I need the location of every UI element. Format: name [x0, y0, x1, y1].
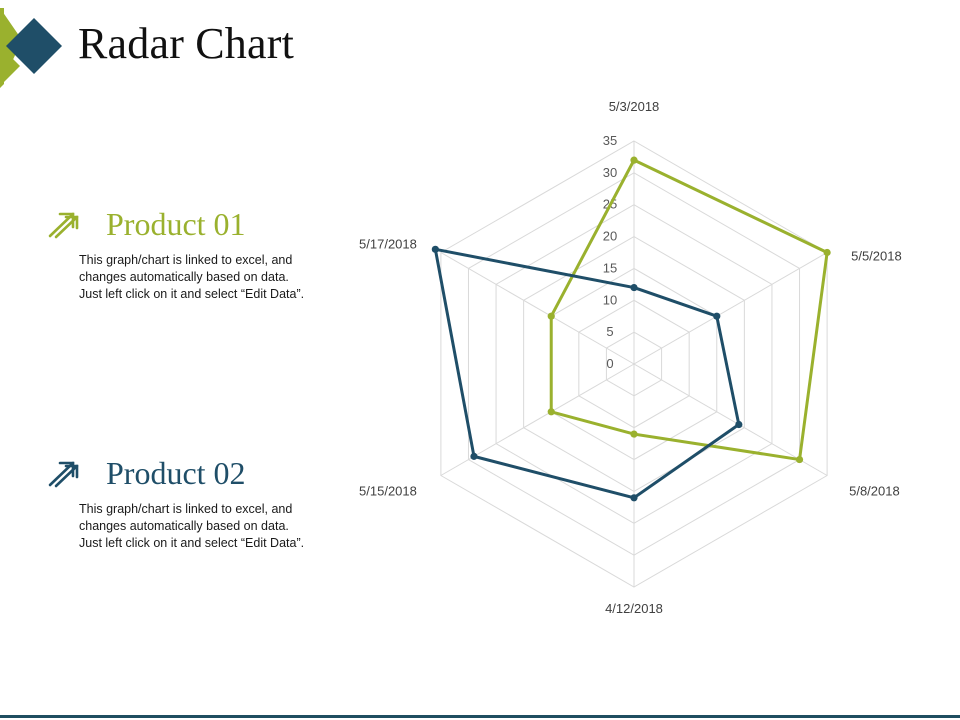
data-point-product-1	[630, 430, 638, 438]
grid-spoke	[440, 252, 635, 365]
radial-tick-label: 10	[603, 292, 617, 307]
radial-tick-label: 15	[603, 260, 617, 275]
data-point-product-1	[630, 156, 638, 164]
grid-spoke	[633, 252, 828, 365]
data-point-product-1	[795, 455, 804, 464]
grid-spoke	[633, 363, 828, 476]
legend-product-1-name: Product 01	[106, 205, 246, 242]
data-point-product-1	[547, 408, 555, 416]
logo-white-gap	[0, 8, 4, 88]
category-label: 5/5/2018	[851, 249, 902, 264]
logo-green-shape-lower	[0, 46, 20, 86]
description-line: changes automatically based on data.	[79, 519, 289, 533]
page-title: Radar Chart	[78, 19, 295, 68]
series-line-product-2	[433, 247, 741, 500]
legend-product-2-name: Product 02	[106, 454, 246, 491]
radial-tick-label: 20	[603, 229, 617, 244]
category-label: 5/15/2018	[359, 484, 417, 499]
legend-product-1-description: This graph/chart is linked to excel, and…	[79, 252, 349, 303]
data-point-product-2	[630, 494, 638, 502]
brand-diamond-logo	[0, 8, 62, 88]
description-line: changes automatically based on data.	[79, 270, 289, 284]
data-point-product-2	[470, 452, 478, 460]
legend-product-1: Product 01 This graph/chart is linked to…	[46, 206, 346, 303]
description-line: Just left click on it and select “Edit D…	[79, 536, 305, 550]
data-point-product-2	[431, 245, 439, 253]
category-label: 5/8/2018	[849, 484, 900, 499]
logo-blue-diamond	[6, 18, 62, 74]
description-line: Just left click on it and select “Edit D…	[79, 287, 305, 301]
data-point-product-2	[735, 420, 743, 429]
radial-tick-label: 5	[606, 324, 613, 339]
category-label: 4/12/2018	[605, 601, 663, 616]
data-point-product-1	[823, 248, 831, 257]
legend-product-2-header: Product 02	[46, 455, 346, 491]
double-arrow-up-right-icon	[48, 461, 79, 488]
grid-spoke	[440, 363, 635, 476]
legend-product-2-description: This graph/chart is linked to excel, and…	[79, 501, 349, 552]
double-arrow-up-right-icon	[48, 212, 79, 239]
description-line: This graph/chart is linked to excel, and	[79, 502, 293, 516]
radial-tick-label: 0	[606, 356, 613, 371]
category-label: 5/17/2018	[359, 237, 417, 252]
legend-product-2: Product 02 This graph/chart is linked to…	[46, 455, 346, 552]
radial-tick-label: 30	[603, 165, 617, 180]
legend-product-1-header: Product 01	[46, 206, 346, 242]
data-point-product-2	[713, 312, 721, 320]
data-point-product-2	[630, 283, 638, 292]
data-point-product-1	[547, 312, 555, 320]
radial-tick-label: 35	[603, 133, 617, 148]
category-label: 5/3/2018	[609, 100, 660, 114]
footer-divider	[0, 715, 960, 718]
description-line: This graph/chart is linked to excel, and	[79, 253, 293, 267]
radar-chart: 051015202530355/3/20185/5/20185/8/20184/…	[359, 100, 902, 616]
